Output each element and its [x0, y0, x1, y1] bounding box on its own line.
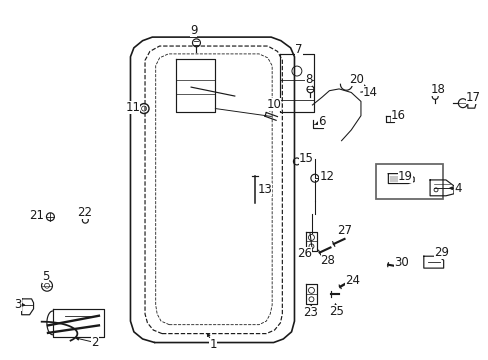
Text: 7: 7	[294, 44, 302, 57]
Text: 5: 5	[42, 270, 49, 283]
Text: 29: 29	[433, 246, 448, 259]
Text: 28: 28	[320, 253, 335, 266]
Text: 9: 9	[189, 24, 197, 37]
Text: 26: 26	[297, 247, 311, 260]
Text: 23: 23	[303, 306, 318, 319]
Text: 14: 14	[363, 86, 377, 99]
Text: 11: 11	[125, 101, 140, 114]
Text: 20: 20	[348, 73, 363, 86]
Text: 10: 10	[265, 99, 281, 112]
Text: 2: 2	[91, 336, 99, 349]
Text: 1: 1	[209, 338, 216, 351]
Text: 18: 18	[430, 84, 445, 96]
Text: 3: 3	[14, 298, 21, 311]
Text: 19: 19	[397, 170, 412, 183]
Text: 27: 27	[336, 224, 351, 237]
Text: 24: 24	[345, 274, 360, 287]
Text: 22: 22	[77, 206, 92, 219]
Text: 16: 16	[390, 109, 405, 122]
Text: 12: 12	[319, 170, 334, 183]
Text: 15: 15	[298, 152, 313, 165]
Text: 6: 6	[318, 115, 325, 128]
Text: 4: 4	[453, 182, 461, 195]
Text: 25: 25	[328, 305, 344, 318]
Text: 21: 21	[29, 209, 44, 222]
Text: 8: 8	[304, 73, 312, 86]
Text: 13: 13	[257, 183, 272, 196]
Text: 17: 17	[465, 91, 480, 104]
Bar	[376, 164, 443, 199]
Text: 30: 30	[393, 256, 408, 269]
